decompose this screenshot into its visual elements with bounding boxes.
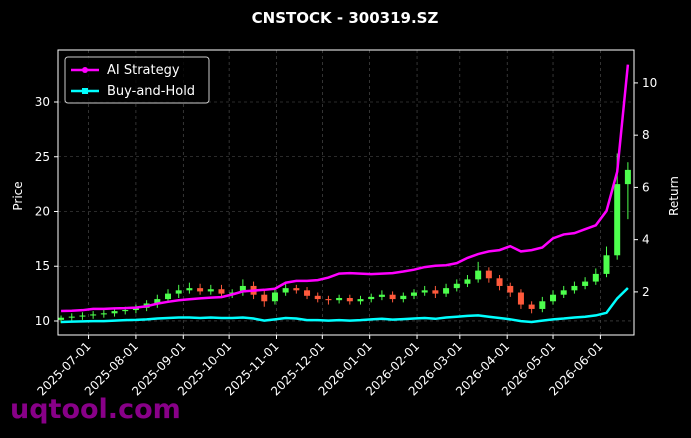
candle-body bbox=[389, 294, 396, 300]
y-tick-label: 15 bbox=[35, 259, 50, 273]
watermark: uqtool.com bbox=[10, 394, 181, 425]
candle-body bbox=[90, 314, 97, 316]
candle-body bbox=[218, 289, 225, 294]
candle-body bbox=[485, 270, 492, 279]
candle-body bbox=[304, 290, 311, 296]
candle-body bbox=[410, 292, 417, 296]
chart-title: CNSTOCK - 300319.SZ bbox=[252, 9, 439, 27]
candle-body bbox=[229, 292, 236, 294]
y-tick-label: 30 bbox=[35, 95, 50, 109]
candle-body bbox=[560, 290, 567, 295]
candle-body bbox=[443, 288, 450, 294]
candle-body bbox=[603, 255, 610, 274]
y-tick-label: 25 bbox=[35, 150, 50, 164]
candle-body bbox=[68, 316, 75, 318]
y2-tick-label: 6 bbox=[642, 180, 650, 194]
legend-marker bbox=[82, 88, 88, 94]
candle-body bbox=[378, 294, 385, 297]
candle-body bbox=[571, 285, 578, 291]
candle-body bbox=[175, 290, 182, 294]
series-line bbox=[61, 287, 629, 324]
y-tick-label: 20 bbox=[35, 204, 50, 218]
candle-body bbox=[614, 184, 621, 256]
candle-body bbox=[165, 293, 172, 300]
candle-body bbox=[464, 279, 471, 284]
legend-label: AI Strategy bbox=[107, 63, 180, 78]
y2-tick-label: 4 bbox=[642, 233, 650, 247]
legend-box bbox=[64, 56, 210, 104]
candle-body bbox=[368, 296, 375, 300]
candle-body bbox=[271, 292, 278, 302]
candle-body bbox=[582, 281, 589, 286]
legend-marker bbox=[82, 67, 88, 73]
y2-tick-label: 10 bbox=[642, 76, 657, 90]
candle-body bbox=[239, 285, 246, 293]
candle-body bbox=[592, 273, 599, 282]
candle-body bbox=[496, 278, 503, 286]
candle-body bbox=[539, 301, 546, 309]
candle-body bbox=[507, 285, 514, 293]
candle-body bbox=[111, 311, 118, 314]
candle-body bbox=[122, 310, 129, 312]
candle-body bbox=[293, 288, 300, 291]
candle-body bbox=[132, 307, 139, 311]
candle-body bbox=[624, 169, 631, 185]
candle-body bbox=[517, 292, 524, 305]
candle-body bbox=[400, 295, 407, 300]
y2-axis-label: Return bbox=[667, 176, 681, 216]
candle-body bbox=[325, 299, 332, 301]
candle-body bbox=[314, 295, 321, 300]
candle-body bbox=[58, 317, 65, 320]
legend-label: Buy-and-Hold bbox=[107, 84, 195, 99]
candle-body bbox=[550, 294, 557, 302]
candle-body bbox=[261, 294, 268, 302]
candle-body bbox=[357, 299, 364, 302]
candle-body bbox=[421, 290, 428, 293]
plot-frame bbox=[57, 49, 635, 336]
candle-body bbox=[79, 315, 86, 317]
candle-body bbox=[197, 288, 204, 292]
candle-body bbox=[475, 270, 482, 280]
candle-body bbox=[207, 289, 214, 292]
y2-tick-label: 2 bbox=[642, 285, 650, 299]
candle-body bbox=[154, 299, 161, 304]
y-tick-label: 10 bbox=[35, 314, 50, 328]
candle-body bbox=[346, 297, 353, 302]
y2-tick-label: 8 bbox=[642, 128, 650, 142]
candle-body bbox=[186, 288, 193, 291]
candle-body bbox=[528, 304, 535, 309]
candle-body bbox=[336, 297, 343, 301]
series-line bbox=[61, 64, 630, 313]
y-axis-label: Price bbox=[11, 181, 25, 210]
candle-body bbox=[100, 313, 107, 315]
candle-body bbox=[453, 283, 460, 289]
candle-body bbox=[432, 290, 439, 294]
candle-body bbox=[282, 288, 289, 293]
